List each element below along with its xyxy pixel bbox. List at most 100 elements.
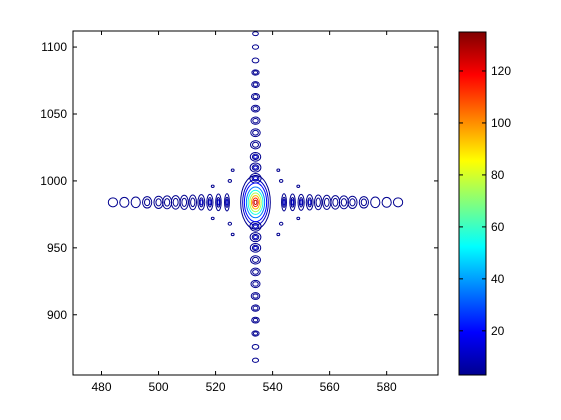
contour-main-lobe (245, 186, 266, 219)
contour-sidelobe-horizontal (198, 197, 204, 208)
colorbar-tick-label: 40 (491, 272, 505, 286)
contour-sidelobe-horizontal (144, 198, 151, 207)
contour-sidelobe-vertical (251, 344, 260, 350)
contour-sidelobe-vertical (250, 279, 261, 289)
contour-sidelobe-horizontal (190, 197, 196, 208)
contour-main-lobe (240, 175, 271, 230)
contour-sidelobe-vertical (251, 57, 260, 64)
contour-sidelobe-horizontal (370, 196, 381, 209)
contour-sidelobe-vertical (250, 255, 261, 265)
contour-sidelobe-horizontal (216, 196, 221, 208)
contour-sidelobe-horizontal (358, 196, 369, 209)
contour-sidelobe-horizontal (188, 194, 198, 211)
contour-sidelobe-horizontal (381, 196, 392, 208)
colorbar-tick-label: 120 (491, 64, 511, 78)
contour-diagonal-lobe (210, 184, 215, 188)
contour-sidelobe-horizontal (197, 194, 206, 211)
contour-sidelobe-horizontal (224, 193, 230, 212)
contour-sidelobe-horizontal (315, 197, 321, 208)
contour-diagonal-lobe (296, 184, 301, 188)
contour-sidelobe-vertical (249, 243, 262, 253)
contour-sidelobe-horizontal (181, 197, 188, 207)
contour-sidelobe-vertical (251, 164, 260, 171)
colorbar-tick-label: 60 (491, 220, 505, 234)
contour-sidelobe-vertical (249, 162, 262, 173)
contour-sidelobe-vertical (250, 116, 261, 125)
colorbar-frame (458, 31, 487, 376)
contour-diagonal-lobe (230, 168, 235, 172)
contour-sidelobe-horizontal (130, 196, 141, 209)
contour-sidelobe-horizontal (308, 199, 312, 206)
y-tick-label: 950 (47, 241, 67, 255)
x-tick-label: 500 (149, 380, 169, 394)
contour-sidelobe-vertical (252, 82, 259, 87)
contour-sidelobe-vertical (251, 81, 260, 88)
y-tick-label: 1100 (41, 40, 67, 54)
contour-sidelobe-horizontal (155, 198, 162, 207)
contour-sidelobe-horizontal (281, 193, 287, 212)
contour-sidelobe-vertical (252, 106, 259, 112)
contour-sidelobe-vertical (249, 151, 262, 162)
contour-sidelobe-vertical (252, 129, 259, 136)
x-tick-label: 580 (377, 380, 397, 394)
contour-sidelobe-horizontal (297, 193, 305, 211)
contour-sidelobe-vertical (252, 317, 259, 323)
contour-sidelobe-vertical (251, 244, 260, 251)
contour-sidelobe-horizontal (282, 196, 286, 208)
contour-sidelobe-vertical (251, 233, 260, 241)
contour-sidelobe-horizontal (340, 198, 348, 207)
contour-sidelobe-vertical (250, 104, 261, 113)
contour-sidelobe-horizontal (163, 198, 171, 207)
contour-sidelobe-horizontal (313, 194, 323, 211)
plot-frame (72, 30, 439, 376)
contour-sidelobe-vertical (253, 235, 258, 240)
contour-sidelobe-vertical (251, 316, 260, 324)
contour-diagonal-lobe (230, 232, 235, 237)
colorbar-axis: 20 40 60 80 100 120 (459, 64, 511, 338)
contour-diagonal-lobe (227, 178, 233, 183)
contour-sidelobe-vertical (252, 293, 259, 299)
contour-sidelobe-horizontal (207, 197, 213, 208)
contour-sidelobe-vertical (252, 117, 259, 124)
contour-sidelobe-horizontal (323, 197, 330, 207)
contour-sidelobe-horizontal (290, 196, 295, 208)
contour-sidelobe-horizontal (199, 199, 203, 206)
contour-main-lobe (247, 189, 264, 215)
contour-sidelobe-vertical (252, 305, 259, 311)
contour-sidelobe-horizontal (298, 197, 304, 208)
contour-sidelobe-vertical (252, 31, 259, 37)
contour-sidelobe-vertical (253, 245, 258, 250)
contour-diagonal-lobe (276, 232, 281, 237)
colorbar-tick-label: 80 (491, 168, 505, 182)
contour-sidelobe-horizontal (349, 198, 356, 207)
contour-diagonal-lobe (227, 221, 233, 226)
contour-sidelobe-vertical (250, 128, 261, 138)
contour-sidelobe-horizontal (360, 198, 367, 207)
contour-diagonal-lobe (278, 221, 284, 226)
contour-sidelobe-vertical (250, 140, 261, 150)
contour-sidelobe-vertical (251, 330, 260, 337)
contour-diagonal-lobe (276, 168, 281, 172)
contour-sidelobe-vertical (251, 44, 260, 50)
contour-sidelobe-horizontal (208, 199, 212, 206)
contour-sidelobe-horizontal (347, 195, 358, 209)
contour-sidelobe-vertical (252, 141, 259, 148)
y-tick-label: 900 (47, 308, 67, 322)
contour-sidelobe-horizontal (225, 196, 229, 208)
x-tick-label: 540 (263, 380, 283, 394)
contour-sidelobe-horizontal (217, 199, 220, 206)
contour-sidelobe-vertical (252, 281, 259, 287)
contour-sidelobe-vertical (250, 92, 261, 101)
colorbar-tick-label: 100 (491, 116, 511, 130)
x-tick-label: 560 (320, 380, 340, 394)
contour-diagonal-lobe (278, 178, 284, 183)
contour-sidelobe-horizontal (307, 197, 313, 208)
contour-diagonal-lobe (296, 216, 301, 221)
y-axis: 900 950 1000 1050 1100 (40, 40, 438, 322)
contour-sidelobe-horizontal (142, 196, 153, 209)
contour-sidelobe-vertical (252, 256, 259, 263)
x-axis: 480 500 520 540 560 580 (92, 31, 397, 394)
contour-sidelobe-horizontal (291, 199, 294, 206)
contour-sidelobe-vertical (252, 94, 259, 100)
